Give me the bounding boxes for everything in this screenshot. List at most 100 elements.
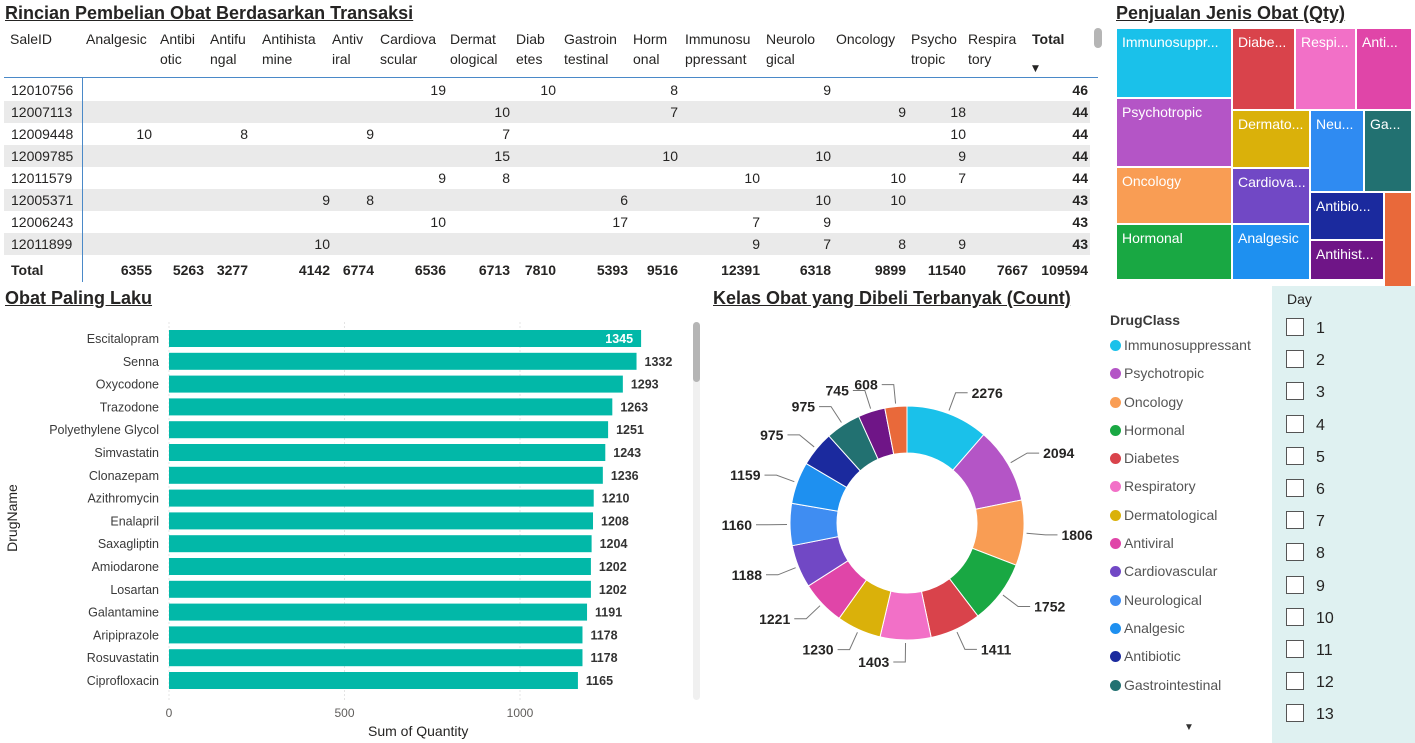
legend-item[interactable]: Immunosuppressant xyxy=(1110,331,1270,359)
treemap-tile[interactable]: Analgesic xyxy=(1232,224,1310,280)
table-row[interactable]: 12011899 10 9 7 8 9 43 xyxy=(4,233,1090,255)
checkbox[interactable] xyxy=(1286,414,1304,433)
checkbox[interactable] xyxy=(1286,382,1304,401)
checkbox[interactable] xyxy=(1286,575,1304,594)
column-header[interactable]: Psycho tropic xyxy=(911,31,957,67)
bar-scroll-track[interactable] xyxy=(693,322,700,700)
checkbox[interactable] xyxy=(1286,607,1304,626)
column-header[interactable]: Antifu ngal xyxy=(210,31,246,67)
treemap-tile[interactable]: Hormonal xyxy=(1116,224,1232,280)
column-header[interactable]: Antibi otic xyxy=(160,31,196,67)
table-row[interactable]: 12007113 10 7 9 18 44 xyxy=(4,101,1090,123)
table-row[interactable]: 12009785 15 10 10 9 44 xyxy=(4,145,1090,167)
bar[interactable] xyxy=(169,444,606,461)
checkbox[interactable] xyxy=(1286,446,1304,465)
column-header[interactable]: Cardiova scular xyxy=(380,31,437,67)
legend-item[interactable]: Antibiotic xyxy=(1110,642,1270,670)
column-header[interactable]: Respira tory xyxy=(968,31,1017,67)
bar[interactable] xyxy=(169,649,583,667)
legend-item[interactable]: Diabetes xyxy=(1110,444,1270,472)
checkbox[interactable] xyxy=(1286,543,1304,562)
treemap-tile[interactable]: Immunosuppr... xyxy=(1116,28,1232,98)
day-option[interactable]: 13 xyxy=(1286,704,1334,724)
day-option[interactable]: 11 xyxy=(1286,640,1333,660)
sort-desc-icon[interactable]: ▼ xyxy=(1032,64,1039,74)
treemap-tile[interactable]: Diabe... xyxy=(1232,28,1295,110)
treemap-tile[interactable]: Anti... xyxy=(1356,28,1412,110)
bar[interactable] xyxy=(169,535,592,553)
day-option[interactable]: 7 xyxy=(1286,511,1325,531)
day-option[interactable]: 8 xyxy=(1286,543,1325,563)
bar[interactable] xyxy=(169,603,588,621)
table-row[interactable]: 12005371 9 8 6 10 10 43 xyxy=(4,189,1090,211)
bar[interactable] xyxy=(169,375,623,393)
day-option[interactable]: 6 xyxy=(1286,479,1325,499)
legend-item[interactable]: Oncology xyxy=(1110,388,1270,416)
table-row[interactable]: 12006243 10 17 7 9 43 xyxy=(4,211,1090,233)
day-option[interactable]: 9 xyxy=(1286,575,1325,596)
legend-item[interactable]: Hormonal xyxy=(1110,416,1270,444)
bar[interactable] xyxy=(169,421,609,439)
legend-item[interactable]: Cardiovascular xyxy=(1110,557,1270,585)
column-header[interactable]: Total xyxy=(1032,31,1065,47)
bar[interactable] xyxy=(169,398,613,416)
column-header[interactable]: Immunosu ppressant xyxy=(685,31,751,67)
table-row[interactable]: 12009448 10 8 9 7 10 44 xyxy=(4,123,1090,145)
table-row[interactable]: 12011579 9 8 10 10 7 44 xyxy=(4,167,1090,189)
checkbox[interactable] xyxy=(1286,672,1304,691)
column-header[interactable]: Gastroin testinal xyxy=(564,31,617,67)
treemap-tile[interactable]: Neu... xyxy=(1310,110,1364,192)
checkbox[interactable] xyxy=(1286,511,1304,530)
matrix-scrollbar[interactable] xyxy=(1094,28,1102,48)
treemap-tile[interactable]: Psychotropic xyxy=(1116,98,1232,167)
day-option[interactable]: 12 xyxy=(1286,672,1334,692)
checkbox[interactable] xyxy=(1286,479,1304,497)
day-option[interactable]: 5 xyxy=(1286,446,1325,467)
treemap-tile[interactable]: Antihist... xyxy=(1310,240,1384,280)
column-header[interactable]: Neurolo gical xyxy=(766,31,816,67)
table-row[interactable]: 12010756 19 10 8 9 46 xyxy=(4,79,1090,101)
legend-item[interactable]: Gastrointestinal xyxy=(1110,671,1270,699)
legend-item[interactable]: Neurological xyxy=(1110,586,1270,614)
day-option[interactable]: 4 xyxy=(1286,414,1325,435)
bar[interactable] xyxy=(169,489,594,507)
bar[interactable] xyxy=(169,466,603,484)
column-header[interactable]: Oncology xyxy=(836,31,896,47)
treemap-tile[interactable]: Ga... xyxy=(1364,110,1412,192)
column-header[interactable]: Antiv iral xyxy=(332,31,364,67)
column-header[interactable]: Dermat ological xyxy=(450,31,498,67)
checkbox[interactable] xyxy=(1286,318,1304,336)
day-option[interactable]: 1 xyxy=(1286,318,1325,338)
checkbox[interactable] xyxy=(1286,704,1304,723)
column-header[interactable]: Analgesic xyxy=(86,31,147,47)
column-header[interactable]: Diab etes xyxy=(516,31,545,67)
legend-item[interactable]: Psychotropic xyxy=(1110,359,1270,387)
caret-down-icon[interactable]: ▼ xyxy=(1184,722,1194,733)
bar[interactable] xyxy=(169,558,591,575)
legend-item[interactable]: Analgesic xyxy=(1110,614,1270,642)
checkbox[interactable] xyxy=(1286,350,1304,369)
treemap-tile[interactable]: Oncology xyxy=(1116,167,1232,224)
bar[interactable] xyxy=(169,330,642,347)
treemap-tile[interactable]: Antibio... xyxy=(1310,192,1384,240)
bar[interactable] xyxy=(169,580,591,598)
column-header[interactable]: Horm onal xyxy=(633,31,668,67)
treemap-tile[interactable]: Dermato... xyxy=(1232,110,1310,168)
legend-item[interactable]: Dermatological xyxy=(1110,501,1270,529)
column-header[interactable]: Antihista mine xyxy=(262,31,316,67)
column-header[interactable]: SaleID xyxy=(10,31,53,47)
bar[interactable] xyxy=(169,672,578,689)
day-option[interactable]: 2 xyxy=(1286,350,1325,370)
day-option[interactable]: 10 xyxy=(1286,607,1334,628)
treemap-tile[interactable]: Respi... xyxy=(1295,28,1356,110)
bar[interactable] xyxy=(169,512,594,530)
legend-item[interactable]: Antiviral xyxy=(1110,529,1270,557)
bar-scrollbar[interactable] xyxy=(693,322,700,382)
bar[interactable] xyxy=(169,626,583,644)
legend-item[interactable]: Respiratory xyxy=(1110,472,1270,500)
treemap-tile[interactable]: Cardiova... xyxy=(1232,168,1310,224)
donut-slice[interactable] xyxy=(884,405,908,455)
checkbox[interactable] xyxy=(1286,640,1304,658)
bar[interactable] xyxy=(169,352,637,370)
day-option[interactable]: 3 xyxy=(1286,382,1325,402)
